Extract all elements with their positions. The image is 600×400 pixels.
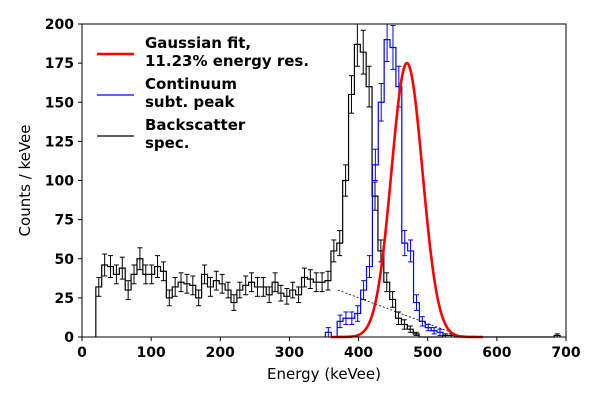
gaussian-fit-line xyxy=(330,61,484,339)
axes-ticks: 0 100 200 300 400 500 600 700 0 25 50 75 100 125 150 17… xyxy=(45,17,581,361)
y-tick-label: 75 xyxy=(55,213,74,229)
legend-label: Backscatter xyxy=(145,116,246,134)
continuum-baseline xyxy=(337,289,456,335)
y-tick-label: 175 xyxy=(45,56,74,72)
x-tick-label: 0 xyxy=(77,345,87,361)
plot-area xyxy=(95,23,561,339)
x-tick-label: 300 xyxy=(275,345,304,361)
legend-label: 11.23% energy res. xyxy=(145,52,309,70)
y-tick-label: 150 xyxy=(45,95,74,111)
legend-entry: Gaussian fit,11.23% energy res. xyxy=(97,34,309,70)
plot-frame xyxy=(81,23,567,338)
legend-label: subt. peak xyxy=(145,93,235,111)
legend-label: spec. xyxy=(145,134,189,152)
y-tick-label: 50 xyxy=(55,252,75,268)
x-axis-label: Energy (keVee) xyxy=(267,365,381,383)
legend: Gaussian fit,11.23% energy res. Continuum… xyxy=(97,34,309,152)
y-tick-label: 125 xyxy=(45,134,74,150)
x-tick-label: 400 xyxy=(344,345,373,361)
x-tick-label: 200 xyxy=(206,345,235,361)
x-tick-label: 700 xyxy=(551,345,580,361)
legend-label: Continuum xyxy=(145,75,237,93)
y-tick-label: 25 xyxy=(55,291,74,307)
legend-label: Gaussian fit, xyxy=(145,34,251,52)
continuum-subtracted-step-line xyxy=(324,39,444,338)
x-tick-label: 500 xyxy=(413,345,442,361)
y-tick-label: 0 xyxy=(64,330,74,346)
x-tick-label: 600 xyxy=(482,345,511,361)
y-axis-label: Counts / keVee xyxy=(16,125,34,237)
x-tick-label: 100 xyxy=(137,345,166,361)
y-tick-label: 200 xyxy=(45,17,74,33)
y-tick-label: 100 xyxy=(45,174,74,190)
backscatter-step-line xyxy=(95,43,561,338)
backscatter-series xyxy=(95,23,561,338)
